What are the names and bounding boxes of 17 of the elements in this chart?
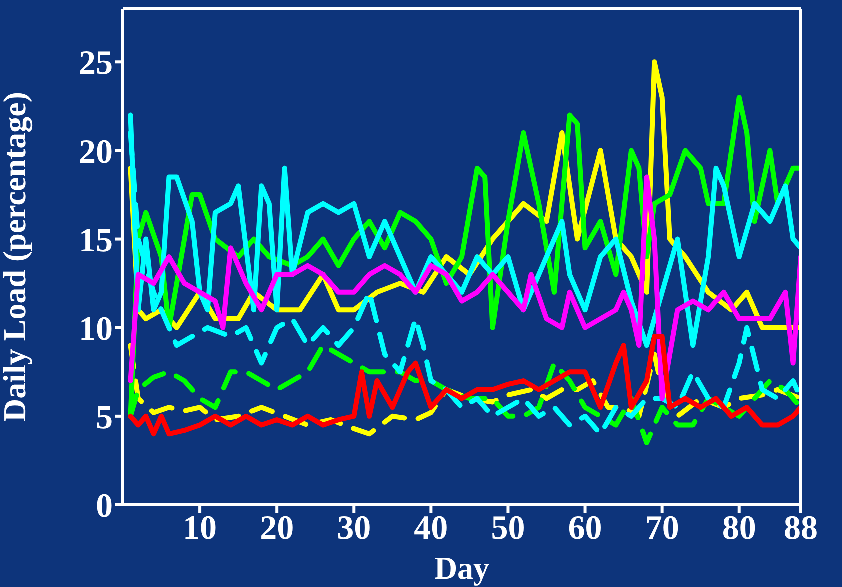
y-tick-label: 15 [79,222,113,260]
x-axis-title: Day [434,550,490,586]
x-tick-label: 80 [722,510,756,548]
y-tick-label: 10 [79,310,113,348]
x-tick-label: 70 [645,510,680,548]
x-tick-label: 10 [183,510,218,548]
x-tick-label: 30 [337,510,372,548]
x-tick-label: 50 [491,510,526,548]
x-tick-label: 88 [784,510,818,548]
x-tick-label: 20 [260,510,294,548]
y-tick-label: 20 [79,134,113,171]
x-tick-label: 40 [414,510,448,548]
y-tick-label: 25 [79,45,113,82]
y-tick-label: 5 [96,400,113,436]
y-tick-label: 0 [96,488,113,526]
y-axis-title: Daily Load (percentage) [0,92,34,422]
x-tick-label: 60 [568,510,602,548]
